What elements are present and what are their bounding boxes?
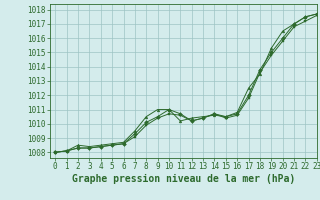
X-axis label: Graphe pression niveau de la mer (hPa): Graphe pression niveau de la mer (hPa) xyxy=(72,174,295,184)
